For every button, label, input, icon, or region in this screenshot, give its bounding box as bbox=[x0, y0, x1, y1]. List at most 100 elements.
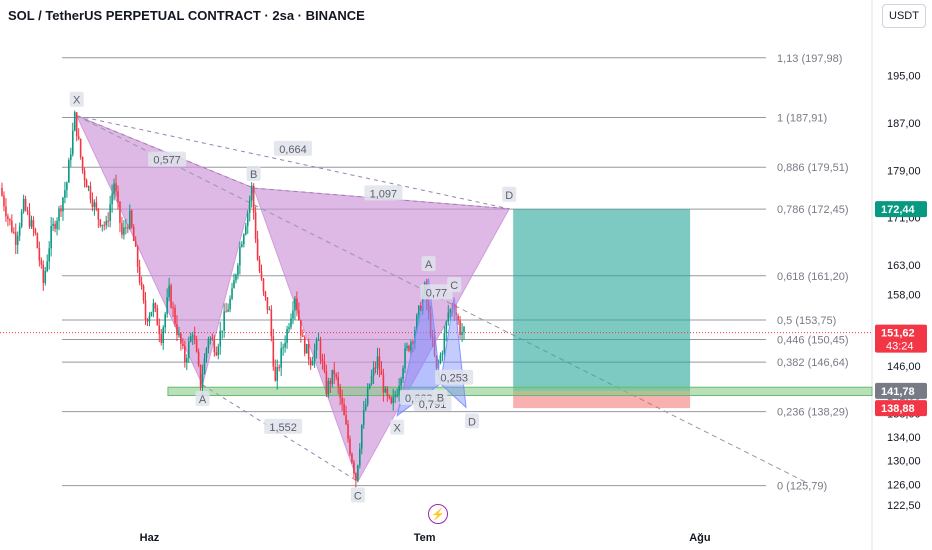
lightning-icon[interactable]: ⚡ bbox=[428, 504, 448, 524]
fib-label: 0,382 (146,64) bbox=[777, 357, 849, 369]
candle-body bbox=[136, 246, 139, 267]
candle-body bbox=[99, 219, 102, 226]
candle-body bbox=[40, 260, 43, 265]
candle-body bbox=[457, 315, 459, 321]
candle-body bbox=[294, 298, 296, 311]
candle-body bbox=[323, 362, 326, 372]
candle-body bbox=[282, 347, 284, 349]
candle-body bbox=[28, 211, 31, 227]
time-axis-label: Tem bbox=[414, 532, 436, 544]
small-point-b: B bbox=[437, 393, 444, 405]
candle-body bbox=[168, 285, 170, 298]
candle-body bbox=[300, 319, 302, 336]
candle-body bbox=[360, 425, 363, 449]
pattern-point-c-bg bbox=[350, 487, 365, 503]
candle-body bbox=[184, 345, 186, 363]
price-axis-tick: 187,00 bbox=[887, 118, 921, 130]
candle-body bbox=[284, 342, 286, 348]
candle-body bbox=[303, 336, 306, 354]
small-point-c-bg bbox=[447, 277, 462, 293]
candle-body bbox=[172, 307, 174, 309]
pattern-point-a: A bbox=[199, 394, 207, 406]
candle-body bbox=[209, 338, 212, 340]
candle-body bbox=[14, 232, 17, 245]
candle-body bbox=[48, 248, 50, 262]
candle-body bbox=[54, 223, 56, 229]
candle-body bbox=[107, 220, 109, 222]
candle-body bbox=[453, 311, 455, 313]
candles bbox=[1, 110, 465, 488]
candle-body bbox=[166, 297, 168, 315]
candle-body bbox=[461, 331, 463, 335]
small-ratio-label-bg bbox=[420, 284, 453, 300]
small-point-a: A bbox=[425, 259, 433, 271]
candle-body bbox=[386, 388, 389, 396]
candle-body bbox=[203, 358, 206, 374]
price-axis-tick: 163,00 bbox=[887, 260, 921, 272]
candle-body bbox=[459, 320, 461, 335]
symbol-title: SOL / TetherUS PERPETUAL CONTRACT · 2sa … bbox=[8, 8, 365, 23]
candle-body bbox=[176, 323, 178, 336]
candle-body bbox=[390, 397, 393, 404]
candle-body bbox=[46, 261, 49, 271]
fib-label: 0,618 (161,20) bbox=[777, 271, 849, 283]
candle-body bbox=[130, 210, 133, 228]
small-point-x: X bbox=[393, 423, 401, 435]
pattern-ratio-label-bg bbox=[264, 418, 303, 434]
candle-body bbox=[105, 220, 107, 226]
candle-body bbox=[223, 311, 225, 331]
small-ratio-label: 0,253 bbox=[440, 373, 468, 385]
candle-body bbox=[71, 130, 74, 155]
currency-button[interactable]: USDT bbox=[882, 4, 926, 28]
small-point-d: D bbox=[468, 416, 476, 428]
candle-body bbox=[158, 325, 161, 335]
candle-body bbox=[301, 335, 304, 337]
candle-body bbox=[384, 388, 387, 393]
fib-label: 0 (125,79) bbox=[777, 481, 827, 493]
candle-body bbox=[272, 336, 275, 367]
candle-body bbox=[225, 311, 227, 313]
candle-body bbox=[97, 208, 100, 220]
candle-body bbox=[333, 369, 336, 375]
candle-body bbox=[162, 327, 165, 343]
price-axis-tick: 158,00 bbox=[887, 290, 921, 302]
pattern-ratio-label-bg bbox=[148, 151, 187, 167]
candle-body bbox=[7, 216, 9, 219]
candle-body bbox=[364, 404, 367, 410]
price-axis-tick: 134,00 bbox=[887, 432, 921, 444]
candle-body bbox=[174, 307, 176, 324]
candle-body bbox=[117, 191, 119, 202]
candle-body bbox=[60, 208, 62, 212]
candle-body bbox=[42, 264, 45, 283]
candle-body bbox=[132, 227, 135, 242]
candle-body bbox=[109, 204, 111, 221]
candle-body bbox=[250, 185, 253, 201]
candle-body bbox=[64, 190, 66, 198]
candle-body bbox=[270, 309, 273, 337]
candle-body bbox=[219, 330, 222, 347]
candle-body bbox=[73, 112, 76, 131]
candle-body bbox=[449, 309, 452, 313]
candle-body bbox=[359, 448, 361, 466]
candle-body bbox=[239, 246, 241, 266]
time-axis-label: Haz bbox=[140, 532, 160, 544]
candle-body bbox=[347, 424, 349, 439]
candle-body bbox=[248, 200, 251, 214]
candle-body bbox=[125, 227, 127, 229]
candle-body bbox=[138, 266, 141, 283]
candle-body bbox=[38, 248, 41, 261]
profit-zone bbox=[513, 209, 691, 391]
fib-label: 1,13 (197,98) bbox=[777, 53, 842, 65]
price-tag-bg bbox=[875, 382, 927, 399]
candle-body bbox=[231, 288, 233, 299]
price-tag-bg bbox=[875, 324, 927, 353]
candle-body bbox=[83, 170, 86, 181]
candle-body bbox=[252, 185, 255, 213]
small-point-c: C bbox=[450, 280, 458, 292]
pattern-point-d: D bbox=[505, 190, 513, 202]
candle-body bbox=[388, 395, 391, 398]
candle-body bbox=[24, 198, 27, 211]
candle-body bbox=[343, 403, 345, 416]
candle-body bbox=[111, 193, 113, 205]
